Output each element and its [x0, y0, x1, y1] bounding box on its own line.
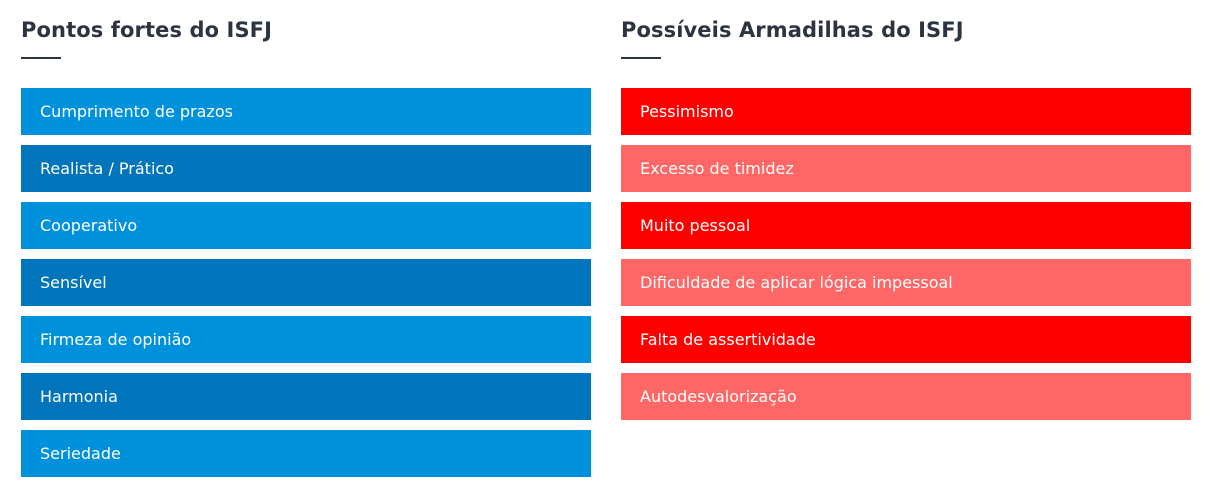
pitfalls-title: Possíveis Armadilhas do ISFJ [621, 18, 964, 42]
pitfall-item: Excesso de timidez [621, 145, 1191, 192]
strengths-title: Pontos fortes do ISFJ [21, 18, 273, 42]
pitfall-item: Pessimismo [621, 88, 1191, 135]
pitfalls-list: Pessimismo Excesso de timidez Muito pess… [621, 88, 1191, 420]
strength-item: Seriedade [21, 430, 591, 477]
strength-item: Firmeza de opinião [21, 316, 591, 363]
pitfall-item: Muito pessoal [621, 202, 1191, 249]
pitfalls-title-underline [621, 57, 661, 59]
strength-item: Sensível [21, 259, 591, 306]
strengths-title-underline [21, 57, 61, 59]
strength-item: Cumprimento de prazos [21, 88, 591, 135]
strength-item: Realista / Prático [21, 145, 591, 192]
strengths-column: Pontos fortes do ISFJ Cumprimento de pra… [21, 0, 591, 487]
strengths-list: Cumprimento de prazos Realista / Prático… [21, 88, 591, 477]
pitfall-item: Falta de assertividade [621, 316, 1191, 363]
pitfall-item: Dificuldade de aplicar lógica impessoal [621, 259, 1191, 306]
pitfall-item: Autodesvalorização [621, 373, 1191, 420]
pitfalls-column: Possíveis Armadilhas do ISFJ Pessimismo … [621, 0, 1191, 430]
strength-item: Cooperativo [21, 202, 591, 249]
strength-item: Harmonia [21, 373, 591, 420]
